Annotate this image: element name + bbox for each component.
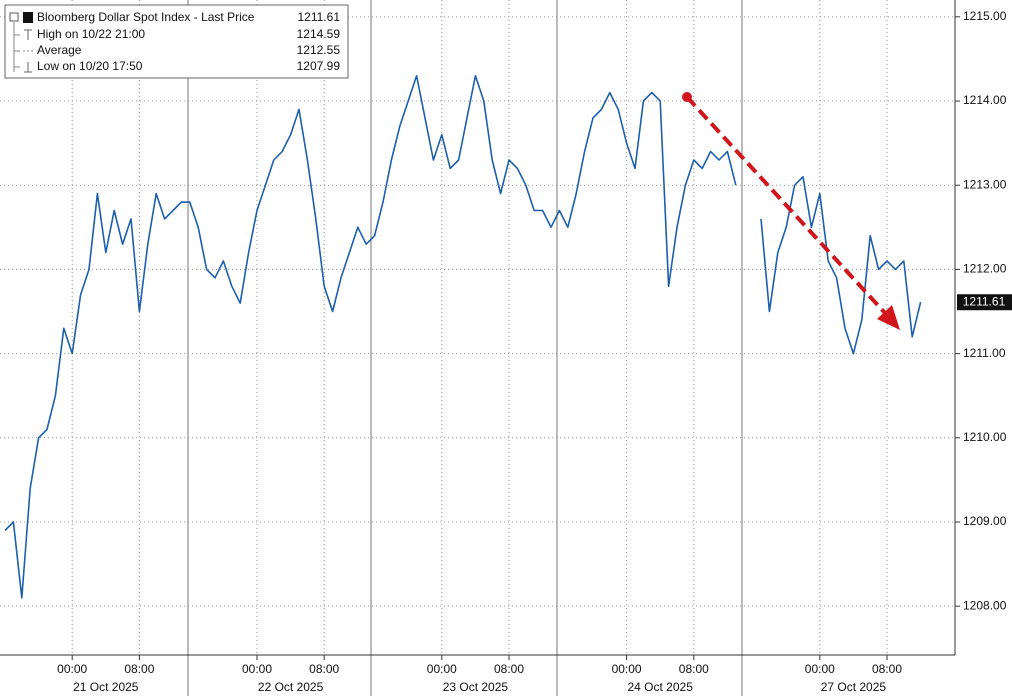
arrow-head <box>877 305 900 330</box>
legend-label: Bloomberg Dollar Spot Index - Last Price <box>37 10 255 24</box>
date-label: 27 Oct 2025 <box>821 680 887 694</box>
plot <box>0 0 955 655</box>
y-tick-label: 1214.00 <box>963 93 1007 107</box>
legend-toggle[interactable] <box>9 12 19 22</box>
legend-icon <box>24 29 32 40</box>
x-tick-label: 00:00 <box>57 662 87 676</box>
trend-arrow <box>682 92 900 330</box>
arrow-line <box>685 95 887 315</box>
legend-value: 1211.61 <box>298 10 341 24</box>
legend-swatch <box>23 12 33 23</box>
date-label: 22 Oct 2025 <box>258 680 324 694</box>
y-tick-label: 1212.00 <box>963 262 1007 276</box>
x-tick-label: 00:00 <box>427 662 457 676</box>
y-tick-label: 1215.00 <box>963 9 1007 23</box>
y-tick-label: 1213.00 <box>963 177 1007 191</box>
legend-value: 1212.55 <box>297 43 341 57</box>
x-tick-label: 00:00 <box>612 662 642 676</box>
x-tick-label: 00:00 <box>242 662 272 676</box>
legend: Bloomberg Dollar Spot Index - Last Price… <box>4 4 349 79</box>
y-tick-label: 1209.00 <box>963 514 1007 528</box>
y-tick-label: 1211.00 <box>963 346 1006 360</box>
x-tick-label: 00:00 <box>805 662 835 676</box>
x-tick-label: 08:00 <box>872 662 902 676</box>
date-label: 24 Oct 2025 <box>628 680 694 694</box>
legend-value: 1214.59 <box>297 27 341 41</box>
y-tick-label: 1208.00 <box>963 598 1007 612</box>
legend-tree <box>13 22 20 72</box>
x-tick-label: 08:00 <box>679 662 709 676</box>
legend-label: Average <box>37 43 82 57</box>
date-label: 21 Oct 2025 <box>73 680 139 694</box>
x-tick-label: 08:00 <box>124 662 154 676</box>
legend-icon <box>24 62 32 73</box>
price-line <box>4 75 922 599</box>
legend-box <box>4 4 349 79</box>
day-separators <box>187 0 743 696</box>
last-price-label: 1211.61 <box>963 294 1006 308</box>
date-label: 23 Oct 2025 <box>443 680 509 694</box>
legend-value: 1207.99 <box>297 59 341 73</box>
y-tick-label: 1210.00 <box>963 430 1007 444</box>
last-price-tag <box>957 294 1012 311</box>
legend-label: High on 10/22 21:00 <box>37 27 145 41</box>
legend-label: Low on 10/20 17:50 <box>37 59 143 73</box>
x-tick-label: 08:00 <box>309 662 339 676</box>
x-tick-label: 08:00 <box>494 662 524 676</box>
